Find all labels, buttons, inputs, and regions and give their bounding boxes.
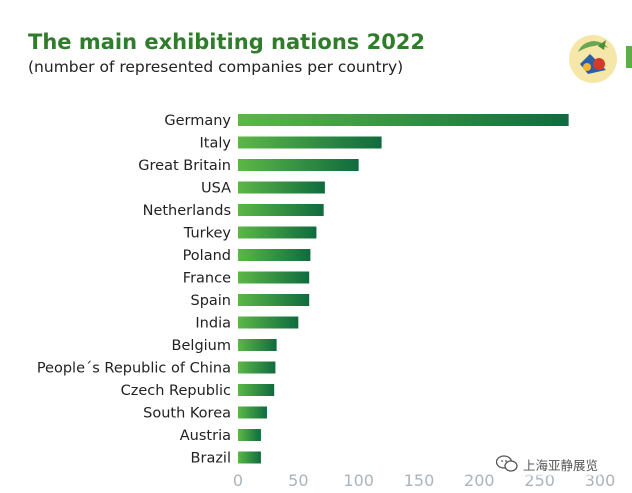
category-label: India bbox=[195, 316, 231, 332]
chart-title: The main exhibiting nations 2022 bbox=[28, 30, 426, 54]
category-label: Germany bbox=[164, 113, 231, 129]
watermark-text: 上海亚静展览 bbox=[523, 457, 599, 473]
fair-mascot-logo-icon bbox=[569, 35, 617, 83]
category-label: Turkey bbox=[183, 226, 232, 242]
x-tick-label: 150 bbox=[404, 471, 435, 490]
chat-bubble-icon bbox=[496, 455, 518, 472]
bar-belgium bbox=[238, 339, 277, 351]
category-label: South Korea bbox=[143, 406, 231, 422]
category-label: Spain bbox=[190, 293, 231, 309]
category-label: Brazil bbox=[191, 451, 231, 467]
bar-czech-republic bbox=[238, 384, 275, 396]
category-label: France bbox=[183, 271, 231, 287]
category-label: Great Britain bbox=[138, 158, 231, 174]
category-label: Poland bbox=[183, 248, 231, 264]
bar-germany bbox=[238, 114, 569, 126]
bar-turkey bbox=[238, 226, 317, 239]
bar-great-britain bbox=[238, 159, 359, 171]
bar-poland bbox=[238, 249, 311, 261]
x-tick-label: 200 bbox=[464, 471, 495, 490]
category-label: Italy bbox=[200, 136, 232, 152]
category-label: Austria bbox=[180, 428, 231, 444]
bar-france bbox=[238, 271, 310, 284]
x-tick-label: 0 bbox=[233, 471, 243, 490]
chart-subtitle: (number of represented companies per cou… bbox=[28, 58, 404, 76]
bar-austria bbox=[238, 429, 261, 441]
category-label: Netherlands bbox=[143, 203, 231, 219]
category-label: Belgium bbox=[172, 338, 231, 354]
bar-india bbox=[238, 316, 299, 329]
logo-accent-bar bbox=[626, 46, 632, 68]
x-tick-label: 50 bbox=[288, 471, 308, 490]
bar-italy bbox=[238, 136, 382, 149]
bar-spain bbox=[238, 294, 310, 306]
category-label: People´s Republic of China bbox=[37, 361, 231, 377]
bar-usa bbox=[238, 181, 325, 194]
bar-south-korea bbox=[238, 406, 267, 419]
x-tick-label: 100 bbox=[343, 471, 374, 490]
bar-netherlands bbox=[238, 204, 324, 216]
category-label: USA bbox=[201, 181, 231, 197]
bar-people-s-republic-of-china bbox=[238, 361, 276, 374]
watermark: 上海亚静展览 bbox=[494, 452, 601, 476]
bar-brazil bbox=[238, 451, 261, 464]
category-label: Czech Republic bbox=[121, 383, 231, 399]
